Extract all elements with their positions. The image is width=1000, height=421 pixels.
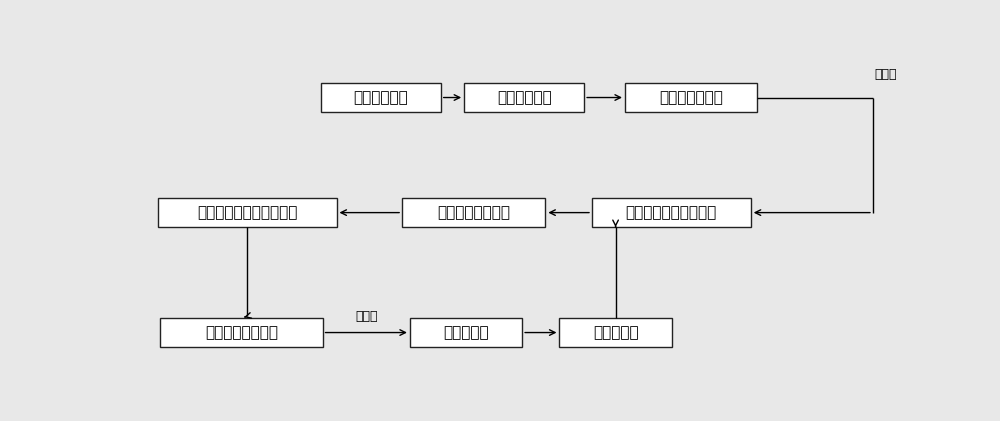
Bar [592,198,751,227]
Text: 卤水二次精制: 卤水二次精制 [497,90,552,105]
Text: 淡盐水: 淡盐水 [355,310,377,323]
Text: 精制卤水与淡盐水混合: 精制卤水与淡盐水混合 [626,205,717,220]
Bar [321,83,441,112]
Bar [464,83,584,112]
Bar [559,318,672,347]
Bar [160,318,323,347]
Bar [402,198,545,227]
Text: 透过液: 透过液 [874,68,897,81]
Text: 机械蒸气再压缩蒸发浓缩: 机械蒸气再压缩蒸发浓缩 [197,205,298,220]
Text: 淡盐水脱氯: 淡盐水脱氯 [443,325,489,340]
Text: 纳滤膜分离浓缩: 纳滤膜分离浓缩 [659,90,723,105]
Bar [625,83,757,112]
Bar [410,318,522,347]
Text: 混合盐水预热升温: 混合盐水预热升温 [437,205,510,220]
Text: 卤水一次精制: 卤水一次精制 [353,90,408,105]
Text: 离子膜电解槽电解: 离子膜电解槽电解 [205,325,278,340]
Bar [158,198,337,227]
Text: 淡盐水除碘: 淡盐水除碘 [593,325,638,340]
